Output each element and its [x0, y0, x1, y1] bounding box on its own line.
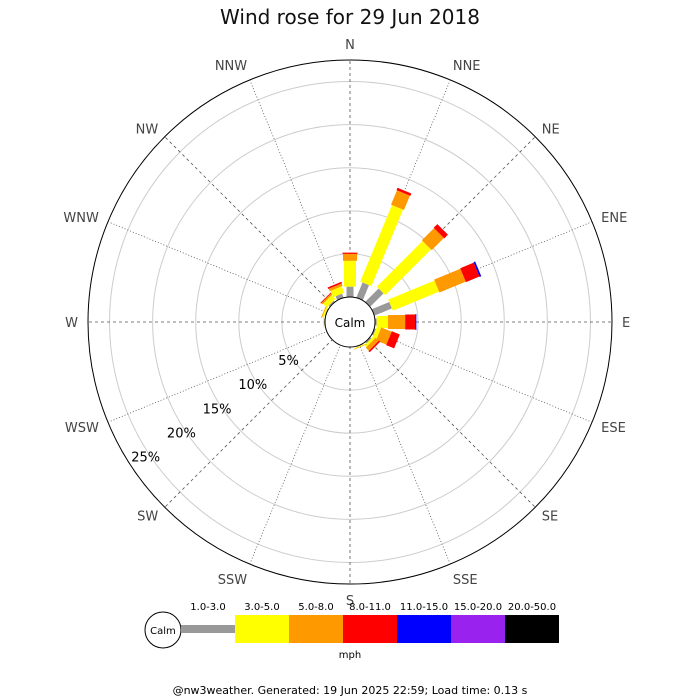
speed-legend: Calm mph 1.0-3.0 3.0-5.0 5.0-8.0 8.0-11.0 11… — [144, 602, 559, 661]
bar-ene-8.0-11.0 — [460, 262, 480, 283]
spoke-wnw — [107, 221, 351, 323]
bar-ene-1.0-3.0 — [371, 301, 392, 316]
ring-label: 20% — [167, 426, 196, 441]
bar-nne-3.0-5.0 — [360, 205, 404, 287]
ring-label: 5% — [278, 354, 299, 369]
outer-ring — [87, 59, 613, 585]
calm-center: Calm — [324, 296, 376, 348]
direction-label-nw: NW — [136, 122, 159, 137]
legend-swatch — [289, 615, 343, 643]
bar-nnw-5.0-8.0 — [328, 283, 343, 292]
direction-label-sw: SW — [137, 510, 158, 525]
bar-nnw-8.0-11.0 — [327, 281, 343, 290]
legend-swatch — [451, 615, 505, 643]
direction-label-nnw: NNW — [215, 59, 247, 74]
legend-swatch — [397, 615, 451, 643]
bar-ese-8.0-11.0 — [386, 331, 400, 349]
ring-labels: 5% 10% 15% 20% 25% — [131, 354, 299, 465]
grid-ring — [152, 124, 548, 520]
bar-se-3.0-5.0 — [364, 336, 375, 347]
bar-ne-1.0-3.0 — [365, 288, 384, 307]
legend-calm-label: Calm — [150, 626, 176, 637]
bar-ne-5.0-8.0 — [421, 228, 444, 251]
legend-label: 11.0-15.0 — [400, 602, 448, 613]
legend-label: 15.0-20.0 — [454, 602, 502, 613]
bar-nne-5.0-8.0 — [391, 190, 410, 211]
legend-swatch — [505, 615, 559, 643]
bar-se-5.0-8.0 — [365, 337, 379, 351]
spoke-ssw — [249, 321, 351, 565]
ring-label: 10% — [238, 378, 267, 393]
bar-se-8.0-11.0 — [368, 340, 381, 353]
direction-labels: N NNE NE ENE E ESE SE SSE S SSW SW WSW W WNW NW NNW — [63, 38, 630, 609]
direction-label-ne: NE — [542, 122, 560, 137]
ring-label: 15% — [203, 402, 232, 417]
spoke-nw — [164, 136, 351, 323]
wind-bars — [320, 187, 482, 353]
bar-nnw-3.0-5.0 — [330, 286, 345, 298]
direction-label-ene: ENE — [601, 211, 627, 226]
legend-label: 5.0-8.0 — [298, 602, 333, 613]
direction-label-nne: NNE — [453, 59, 481, 74]
grid-ring — [238, 210, 462, 434]
spoke-sse — [349, 321, 451, 565]
bar-nw-8.0-11.0 — [320, 292, 332, 304]
spoke-se — [349, 321, 536, 508]
legend-label: 8.0-11.0 — [349, 602, 391, 613]
grid-ring — [195, 167, 505, 477]
direction-label-w: W — [65, 316, 78, 331]
bar-ese-5.0-8.0 — [375, 327, 392, 345]
polar-grid — [87, 59, 613, 585]
bar-nnw-1.0-3.0 — [335, 293, 344, 301]
calm-label: Calm — [335, 316, 366, 330]
direction-label-wnw: WNW — [63, 211, 99, 226]
direction-label-n: N — [345, 38, 355, 53]
bar-wnw-3.0-5.0 — [322, 305, 329, 318]
legend-label: 3.0-5.0 — [244, 602, 279, 613]
direction-label-ese: ESE — [601, 421, 626, 436]
bar-nne-1.0-3.0 — [356, 282, 370, 301]
bar-ne-8.0-11.0 — [433, 224, 448, 239]
bar-nw-3.0-5.0 — [323, 295, 336, 308]
bar-ne-3.0-5.0 — [376, 240, 432, 296]
direction-label-e: E — [622, 316, 630, 331]
legend-units: mph — [339, 650, 361, 661]
chart-title: Wind rose for 29 Jun 2018 — [220, 5, 480, 29]
direction-label-se: SE — [542, 510, 558, 525]
direction-label-s: S — [346, 594, 354, 609]
direction-label-ssw: SSW — [218, 573, 248, 588]
direction-label-sse: SSE — [453, 573, 478, 588]
ring-label: 25% — [131, 450, 160, 465]
bar-nw-5.0-8.0 — [321, 293, 333, 305]
bar-ene-5.0-8.0 — [434, 268, 466, 293]
footer-text: @nw3weather. Generated: 19 Jun 2025 22:5… — [173, 684, 528, 697]
direction-label-wsw: WSW — [65, 421, 99, 436]
calm-circle — [324, 296, 376, 348]
bar-nne-8.0-11.0 — [396, 187, 412, 196]
legend-swatch — [235, 615, 289, 643]
legend-label: 20.0-50.0 — [508, 602, 556, 613]
legend-swatch — [343, 615, 397, 643]
spoke-sw — [164, 321, 351, 508]
legend-label: 1.0-3.0 — [190, 602, 225, 613]
bar-ene-3.0-5.0 — [388, 280, 440, 311]
bar-ese-3.0-5.0 — [372, 326, 381, 340]
bar-ene-11.0-15.0 — [473, 261, 482, 277]
